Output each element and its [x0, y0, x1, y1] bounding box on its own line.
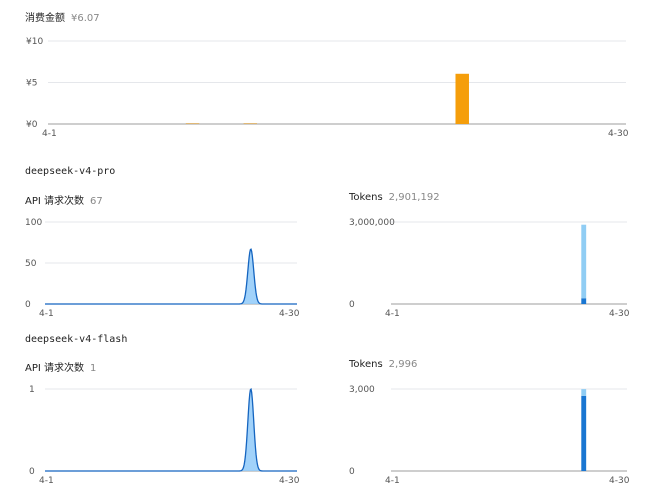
pro-tokens-total: 2,901,192 [388, 192, 440, 203]
requests-area [45, 249, 297, 304]
flash-tokens-chart: 0 3,000 4-1 4-30 [349, 385, 630, 486]
tokens-bar-output [581, 298, 587, 304]
requests-line [45, 248, 297, 305]
pro-requests-title: API 请求次数 67 [25, 192, 103, 207]
flash-requests-title: API 请求次数 1 [25, 359, 96, 374]
cost-bar [185, 123, 200, 124]
y-tick-label: 0 [29, 467, 35, 477]
y-tick-label: 100 [25, 218, 42, 228]
y-tick-label: 0 [25, 300, 31, 310]
x-tick-label: 4-1 [385, 476, 400, 486]
x-tick-label: 4-1 [39, 309, 54, 319]
pro-requests-label: API 请求次数 [25, 196, 84, 207]
x-tick-label: 4-1 [39, 476, 54, 486]
x-tick-label: 4-30 [279, 476, 300, 486]
y-tick-label: 3,000,000 [349, 218, 395, 228]
tokens-bar-output [581, 395, 587, 471]
x-tick-label: 4-1 [42, 129, 57, 139]
y-tick-label: 50 [25, 259, 37, 269]
x-tick-label: 4-30 [609, 476, 630, 486]
requests-line [45, 387, 297, 472]
y-tick-label: 1 [29, 385, 35, 395]
tokens-bar-input [581, 389, 587, 396]
y-tick-label: ¥0 [26, 120, 38, 130]
x-tick-label: 4-1 [385, 309, 400, 319]
x-tick-label: 4-30 [608, 129, 629, 139]
flash-requests-label: API 请求次数 [25, 363, 84, 374]
x-tick-label: 4-30 [609, 309, 630, 319]
y-tick-label: ¥10 [26, 37, 43, 47]
tokens-bar-input [581, 224, 587, 299]
cost-chart: ¥0 ¥5 ¥10 4-1 4-30 [26, 37, 629, 139]
y-tick-label: ¥5 [26, 79, 37, 89]
cost-total: ¥6.07 [71, 13, 100, 24]
model-name-flash: deepseek-v4-flash [25, 334, 128, 345]
flash-tokens-total: 2,996 [388, 359, 418, 370]
flash-tokens-title: Tokens 2,996 [349, 359, 417, 370]
cost-bar [243, 123, 258, 124]
flash-requests-total: 1 [90, 363, 97, 374]
y-tick-label: 3,000 [349, 385, 375, 395]
y-tick-label: 0 [349, 300, 355, 310]
requests-area [45, 389, 297, 471]
pro-tokens-chart: 0 3,000,000 4-1 4-30 [349, 218, 630, 319]
x-tick-label: 4-30 [279, 309, 300, 319]
pro-tokens-label: Tokens [349, 192, 383, 203]
pro-requests-total: 67 [90, 196, 103, 207]
model-name-pro: deepseek-v4-pro [25, 166, 116, 177]
flash-requests-chart: 0 1 4-1 4-30 [29, 385, 300, 486]
y-tick-label: 0 [349, 467, 355, 477]
cost-bar [455, 73, 469, 124]
pro-requests-chart: 0 50 100 4-1 4-30 [25, 218, 300, 319]
cost-label: 消费金额 [25, 13, 65, 24]
pro-tokens-title: Tokens 2,901,192 [349, 192, 440, 203]
cost-title: 消费金额 ¥6.07 [25, 9, 100, 24]
flash-tokens-label: Tokens [349, 359, 383, 370]
